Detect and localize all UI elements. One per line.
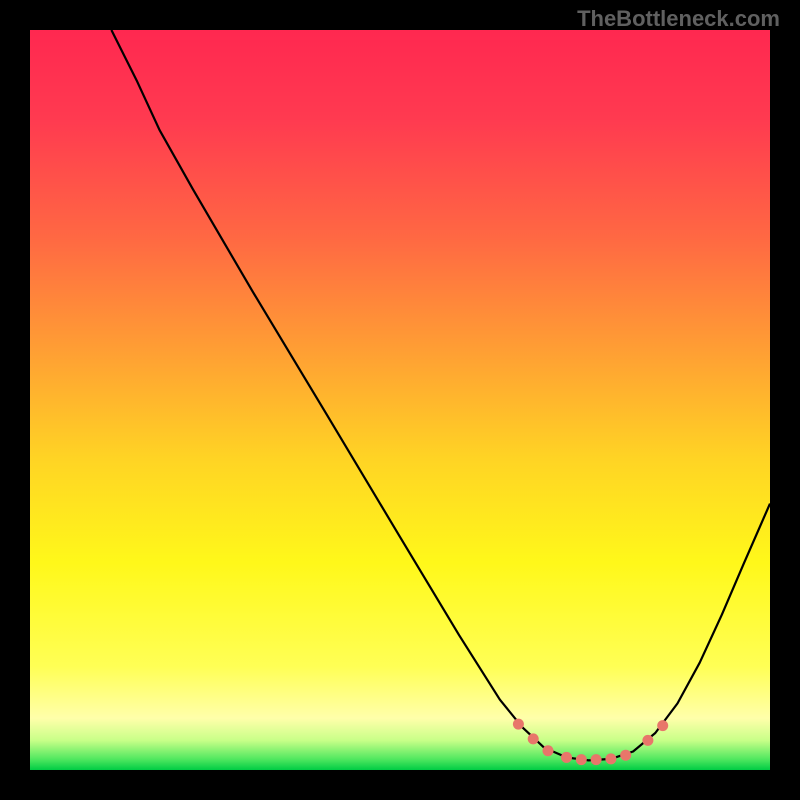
curve-marker (657, 720, 668, 731)
chart-svg (30, 30, 770, 770)
curve-marker (642, 735, 653, 746)
bottleneck-curve (111, 30, 770, 760)
watermark-text: TheBottleneck.com (577, 6, 780, 32)
curve-marker (561, 752, 572, 763)
curve-marker (513, 719, 524, 730)
curve-marker (605, 753, 616, 764)
chart-container (30, 30, 770, 770)
curve-marker (576, 754, 587, 765)
curve-marker (543, 745, 554, 756)
curve-marker (620, 750, 631, 761)
curve-marker (591, 754, 602, 765)
curve-marker (528, 733, 539, 744)
